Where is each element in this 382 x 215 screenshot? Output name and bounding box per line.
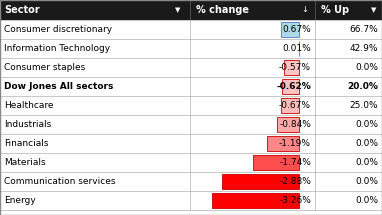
- Text: Healthcare: Healthcare: [4, 101, 53, 110]
- Text: 0.0%: 0.0%: [355, 158, 378, 167]
- Text: Energy: Energy: [4, 196, 36, 205]
- Bar: [281, 98, 299, 113]
- Text: 0.01%: 0.01%: [282, 44, 311, 53]
- Text: Financials: Financials: [4, 139, 49, 148]
- Text: 0.0%: 0.0%: [355, 120, 378, 129]
- Text: 25.0%: 25.0%: [350, 101, 378, 110]
- Bar: [281, 22, 299, 37]
- Bar: [267, 136, 299, 151]
- Text: -2.88%: -2.88%: [279, 177, 311, 186]
- Text: 0.0%: 0.0%: [355, 63, 378, 72]
- Bar: [212, 193, 299, 208]
- Bar: [0, 39, 382, 58]
- Bar: [253, 155, 299, 170]
- Text: 0.0%: 0.0%: [355, 196, 378, 205]
- Bar: [0, 191, 382, 210]
- Text: -3.26%: -3.26%: [279, 196, 311, 205]
- Text: Consumer staples: Consumer staples: [4, 63, 85, 72]
- Text: ▼: ▼: [175, 7, 181, 13]
- Text: Materials: Materials: [4, 158, 45, 167]
- Bar: [0, 134, 382, 153]
- Text: Sector: Sector: [4, 5, 40, 15]
- Text: Communication services: Communication services: [4, 177, 115, 186]
- Bar: [0, 96, 382, 115]
- Text: -0.84%: -0.84%: [279, 120, 311, 129]
- Text: Information Technology: Information Technology: [4, 44, 110, 53]
- Bar: [0, 153, 382, 172]
- Text: -1.19%: -1.19%: [279, 139, 311, 148]
- Text: 66.7%: 66.7%: [349, 25, 378, 34]
- Bar: [0, 115, 382, 134]
- Bar: [222, 174, 299, 189]
- Bar: [0, 77, 382, 96]
- Bar: [284, 60, 299, 75]
- Bar: [277, 117, 299, 132]
- Text: -0.67%: -0.67%: [279, 101, 311, 110]
- Text: 0.0%: 0.0%: [355, 177, 378, 186]
- Text: Dow Jones All sectors: Dow Jones All sectors: [4, 82, 113, 91]
- Bar: [0, 0, 382, 20]
- Text: -0.57%: -0.57%: [279, 63, 311, 72]
- Bar: [0, 20, 382, 39]
- Bar: [282, 79, 299, 94]
- Bar: [0, 58, 382, 77]
- Text: % change: % change: [196, 5, 249, 15]
- Text: Industrials: Industrials: [4, 120, 51, 129]
- Text: ▼: ▼: [371, 7, 377, 13]
- Text: 0.0%: 0.0%: [355, 139, 378, 148]
- Text: -0.62%: -0.62%: [276, 82, 311, 91]
- Text: 42.9%: 42.9%: [350, 44, 378, 53]
- Text: 20.0%: 20.0%: [347, 82, 378, 91]
- Text: Consumer discretionary: Consumer discretionary: [4, 25, 112, 34]
- Text: 0.67%: 0.67%: [282, 25, 311, 34]
- Text: ↓: ↓: [301, 6, 309, 14]
- Bar: [0, 172, 382, 191]
- Text: % Up: % Up: [321, 5, 349, 15]
- Text: -1.74%: -1.74%: [279, 158, 311, 167]
